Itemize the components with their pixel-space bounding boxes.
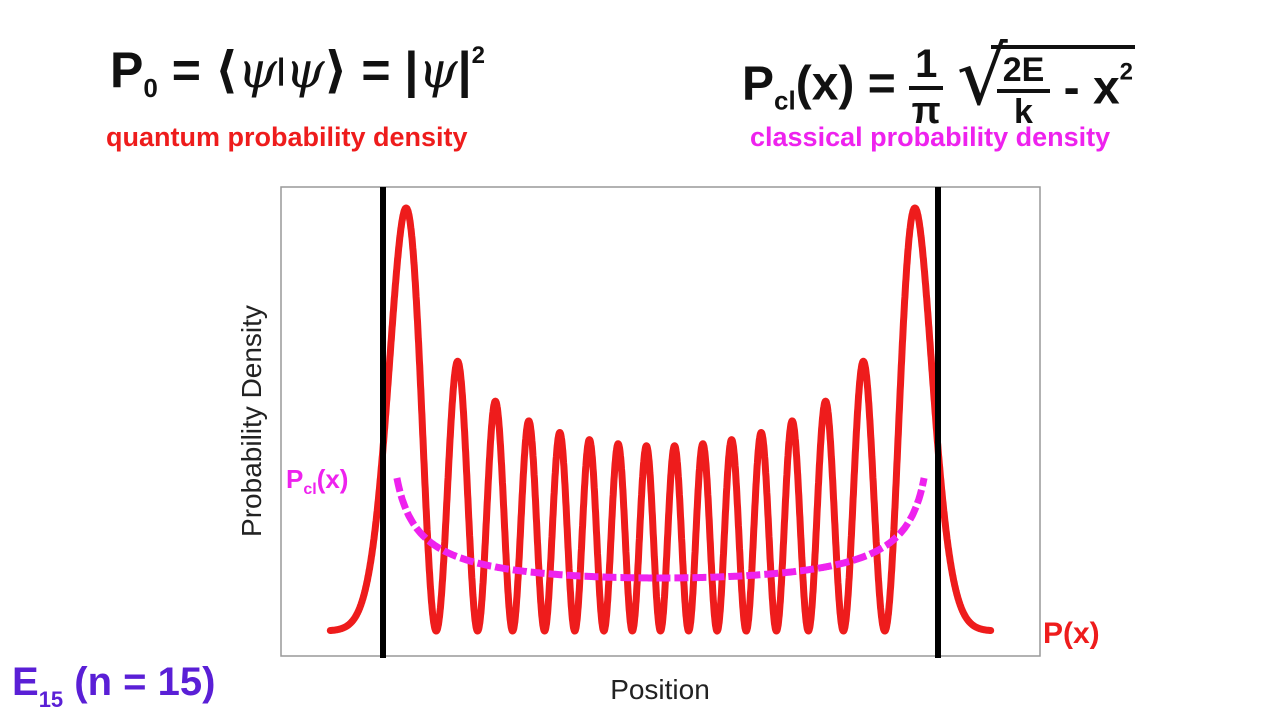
- eq-q-psi-3: ψ: [418, 41, 458, 99]
- eq-c-frac-num: 1: [909, 44, 944, 90]
- eq-q-bar: |: [276, 53, 286, 86]
- eq-c-inner-fraction: 2E k: [996, 53, 1051, 131]
- eq-q-bra: ⟨: [214, 42, 238, 98]
- energy-subscript: 15: [38, 687, 64, 712]
- eq-q-power: 2: [471, 42, 485, 69]
- classical-label-arg: (x): [317, 464, 349, 494]
- radical-sign: √: [956, 30, 1008, 123]
- eq-c-minus-term: - x: [1063, 61, 1120, 115]
- eq-c-subscript: cl: [774, 85, 796, 116]
- quantum-density-curve: [326, 204, 995, 635]
- eq-q-psi-2: ψ: [285, 41, 325, 99]
- classical-density-label: classical probability density: [750, 122, 1111, 152]
- eq-c-power: 2: [1119, 58, 1133, 86]
- eq-c-arg: (x): [795, 57, 855, 111]
- eq-c-equals: =: [867, 57, 896, 111]
- eq-q-equals: =: [171, 42, 201, 98]
- eq-q-symbol: P: [110, 42, 144, 98]
- eq-q-ket: ⟩: [324, 42, 348, 98]
- quantum-series-label: P(x): [1043, 617, 1100, 650]
- classical-density-curve: [393, 477, 928, 582]
- eq-c-sqrt-body: 2E k - x2: [990, 45, 1135, 131]
- quantum-equation: P0 = ⟨ψ|ψ⟩ = |ψ|2: [110, 41, 485, 103]
- energy-symbol: E: [12, 660, 39, 704]
- eq-c-frac-den: π: [911, 90, 941, 132]
- eq-q-abs-left: |: [404, 42, 419, 98]
- classical-series-label: Pcl(x): [286, 464, 348, 498]
- classical-label-main: P: [286, 464, 303, 494]
- energy-level-label: E15 (n = 15): [12, 660, 215, 713]
- eq-q-psi-1: ψ: [237, 41, 277, 99]
- eq-q-equals-2: =: [361, 42, 391, 98]
- y-axis-label: Probability Density: [236, 305, 267, 537]
- eq-q-abs-right: |: [457, 42, 472, 98]
- eq-c-inner-den: k: [1014, 93, 1033, 131]
- x-axis-label: Position: [610, 674, 710, 705]
- eq-c-sqrt: √ 2E k - x2: [957, 37, 1135, 131]
- eq-c-inner-num: 2E: [996, 53, 1051, 93]
- quantum-density-label: quantum probability density: [106, 122, 468, 152]
- classical-label-sub: cl: [303, 481, 316, 498]
- eq-c-symbol: P: [742, 57, 775, 111]
- energy-suffix: (n = 15): [74, 660, 216, 704]
- eq-q-subscript: 0: [143, 73, 158, 103]
